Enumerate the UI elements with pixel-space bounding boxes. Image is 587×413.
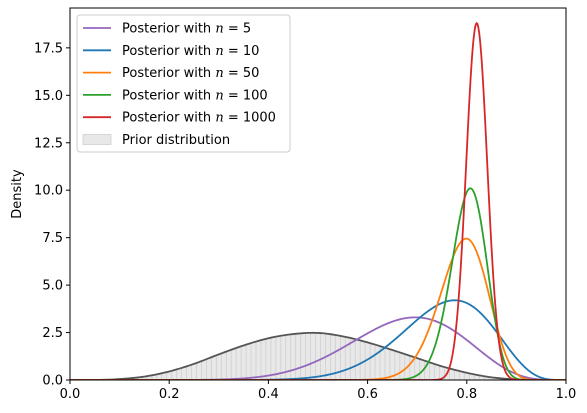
legend-label-3: Posterior with n = 100 — [122, 88, 268, 103]
prior-hatch — [106, 332, 525, 380]
legend-box — [76, 14, 291, 153]
y-tick-label: 10.0 — [34, 184, 63, 199]
legend-swatch-prior — [82, 134, 112, 145]
y-tick-label: 12.5 — [34, 136, 63, 151]
x-tick-label: 0.6 — [357, 387, 378, 402]
x-tick-label: 1.0 — [556, 387, 577, 402]
legend-label-0: Posterior with n = 5 — [122, 22, 251, 37]
legend-label-1: Posterior with n = 10 — [122, 44, 259, 59]
plot-frame — [69, 7, 567, 381]
x-axis: 0.0 0.2 0.4 0.6 0.8 1.0 — [60, 380, 577, 402]
y-axis: 0.0 2.5 5.0 7.5 10.0 12.5 15.0 17.5 — [34, 41, 70, 389]
legend-label-2: Posterior with n = 50 — [122, 66, 259, 81]
series-line-3 — [70, 187, 566, 380]
prior-area — [70, 332, 566, 380]
y-axis-title: Density — [10, 169, 25, 219]
legend-label-prior: Prior distribution — [122, 133, 230, 148]
prior-line — [70, 331, 566, 380]
series-line-0 — [70, 316, 566, 380]
x-tick-label: 0.8 — [456, 387, 477, 402]
y-tick-label: 2.5 — [42, 326, 63, 341]
legend-label-4: Posterior with n = 1000 — [122, 111, 276, 126]
series-line-2 — [70, 237, 566, 380]
x-tick-label: 0.2 — [159, 387, 180, 402]
series-line-1 — [70, 299, 566, 380]
x-tick-label: 0.0 — [60, 387, 81, 402]
series-line-4 — [70, 21, 566, 380]
y-tick-label: 7.5 — [42, 231, 63, 246]
y-tick-label: 15.0 — [34, 89, 63, 104]
x-tick-label: 0.4 — [258, 387, 279, 402]
legend: Posterior with n = 5 Posterior with n = 1… — [76, 14, 291, 153]
y-tick-label: 17.5 — [34, 41, 63, 56]
y-tick-label: 5.0 — [42, 279, 63, 294]
prior-layer — [70, 331, 566, 380]
series-layer — [70, 21, 566, 380]
y-tick-label: 0.0 — [42, 374, 63, 389]
